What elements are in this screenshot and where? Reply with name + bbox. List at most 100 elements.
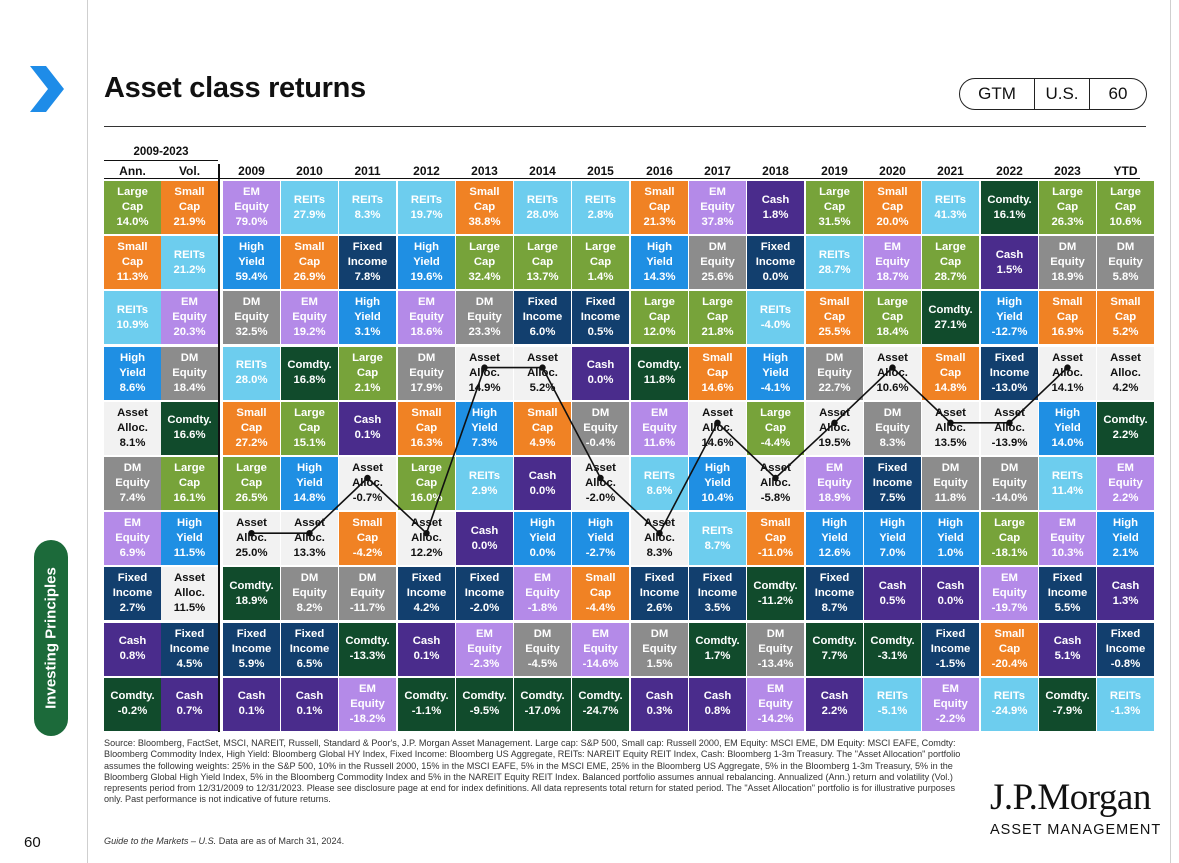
return-value: 25.5% (818, 326, 851, 339)
return-value: 16.6% (173, 429, 206, 442)
return-value: 28.0% (235, 374, 268, 387)
column-header: 2021 (937, 164, 964, 178)
table-cell: REITs 21.2% (161, 236, 218, 290)
asset-class-label: Fixed Income (169, 627, 210, 655)
table-cell: Comdty. 16.6% (161, 401, 218, 455)
asset-class-label: High Yield (587, 517, 614, 545)
column-header: 2012 (413, 164, 440, 178)
table-cell: Cash 1.3% (1097, 567, 1154, 621)
table-cell: EM Equity 11.6% (631, 401, 688, 455)
return-value: 32.4% (468, 271, 501, 284)
asset-class-label: Cash (761, 193, 790, 206)
table-cell: Fixed Income 6.0% (514, 291, 571, 345)
asset-class-label: EM Equity (758, 682, 793, 710)
table-cell: Small Cap 14.8% (922, 346, 979, 400)
asset-class-label: High Yield (354, 296, 381, 324)
return-value: -5.8% (760, 492, 791, 504)
asset-class-label: EM Equity (350, 682, 385, 710)
table-cell: EM Equity 2.2% (1097, 457, 1154, 510)
return-value: 11.4% (1051, 484, 1084, 497)
table-cell: Comdty. -11.2% (747, 567, 804, 621)
return-value: 6.0% (529, 326, 556, 339)
return-value: 0.3% (646, 705, 673, 718)
asset-class-label: REITs (116, 303, 149, 316)
table-cell: Comdty. -3.1% (864, 622, 921, 676)
asset-class-label: High Yield (119, 351, 146, 379)
asset-class-label: EM Equity (933, 682, 968, 710)
badge-gtm: GTM (978, 84, 1016, 103)
asset-class-label: REITs (818, 248, 851, 261)
table-cell: Small Cap -4.4% (572, 567, 629, 621)
asset-class-label: High Yield (937, 517, 964, 545)
return-value: 10.9% (116, 318, 149, 331)
return-value: 0.1% (413, 650, 440, 663)
table-cell: Small Cap 16.9% (1039, 291, 1096, 345)
table-cell: Comdty. -9.5% (456, 677, 513, 731)
table-cell: Cash 0.5% (864, 567, 921, 621)
table-cell: EM Equity 20.3% (161, 291, 218, 345)
return-value: 18.4% (173, 381, 206, 394)
return-value: 1.5% (646, 657, 673, 670)
asset-class-label: DM Equity (933, 462, 968, 489)
asset-class-label: REITs (1109, 690, 1142, 703)
return-value: 79.0% (235, 216, 268, 228)
return-value: -5.1% (877, 705, 908, 718)
return-value: -2.7% (585, 547, 616, 560)
return-value: 10.6% (1109, 216, 1142, 228)
return-value: 1.3% (1112, 594, 1139, 607)
table-cell: Asset Alloc. 8.3% (631, 512, 688, 566)
return-value: 0.1% (354, 429, 381, 442)
asset-class-label: Fixed Income (112, 572, 153, 600)
table-cell: High Yield 14.3% (631, 236, 688, 290)
asset-class-label: Asset Alloc. (117, 406, 148, 434)
column-header: 2011 (354, 164, 381, 178)
table-cell: High Yield 14.0% (1039, 401, 1096, 455)
asset-class-label: Comdty. (110, 690, 155, 703)
asset-class-label: REITs (173, 248, 206, 261)
asset-class-label: REITs (526, 193, 559, 206)
return-value: 27.2% (235, 436, 268, 449)
return-value: -18.2% (349, 712, 386, 725)
table-cell: DM Equity 1.5% (631, 622, 688, 676)
table-cell: REITs 10.9% (104, 291, 161, 345)
return-value: -18.1% (991, 547, 1028, 560)
table-cell: Comdty. 16.8% (281, 346, 338, 400)
asset-class-label: DM Equity (467, 296, 502, 324)
asset-class-label: Asset Alloc. (294, 517, 325, 545)
column-header: 2019 (821, 164, 848, 178)
asset-class-label: High Yield (762, 351, 789, 379)
return-value: 6.9% (119, 547, 146, 560)
asset-class-label: Large Cap (760, 406, 791, 434)
return-value: 26.9% (293, 271, 326, 284)
asset-class-label: Large Cap (877, 296, 908, 324)
table-cell: Cash 0.1% (339, 401, 396, 455)
asset-class-label: Comdty. (404, 690, 449, 703)
table-cell: Cash 0.0% (922, 567, 979, 621)
return-value: 4.2% (1112, 381, 1139, 394)
asset-class-label: Comdty. (753, 579, 798, 592)
asset-class-label: High Yield (238, 241, 265, 269)
table-cell: Comdty. -1.1% (398, 677, 455, 731)
table-cell: Fixed Income 6.5% (281, 622, 338, 676)
table-cell: EM Equity -19.7% (981, 567, 1038, 621)
period-underline (104, 160, 218, 161)
table-cell: DM Equity 5.8% (1097, 236, 1154, 290)
asset-class-label: High Yield (996, 296, 1023, 324)
asset-class-label: Asset Alloc. (1052, 351, 1083, 379)
return-value: 11.3% (116, 271, 149, 284)
table-cell: Large Cap 12.0% (631, 291, 688, 345)
column-header: 2016 (646, 164, 673, 178)
asset-class-label: Cash (995, 248, 1024, 261)
return-value: 14.0% (1051, 436, 1084, 449)
return-value: 2.1% (354, 381, 381, 394)
asset-class-label: Large Cap (819, 186, 850, 213)
return-value: 17.9% (410, 381, 443, 394)
table-cell: Fixed Income -2.0% (456, 567, 513, 621)
return-value: -19.7% (991, 602, 1028, 615)
asset-class-label: Fixed Income (289, 627, 330, 655)
return-value: 25.0% (235, 547, 268, 560)
return-value: 21.3% (643, 216, 676, 228)
table-cell: Comdty. -7.9% (1039, 677, 1096, 731)
asset-class-label: Asset Alloc. (1110, 351, 1141, 379)
table-cell: REITs -1.3% (1097, 677, 1154, 731)
